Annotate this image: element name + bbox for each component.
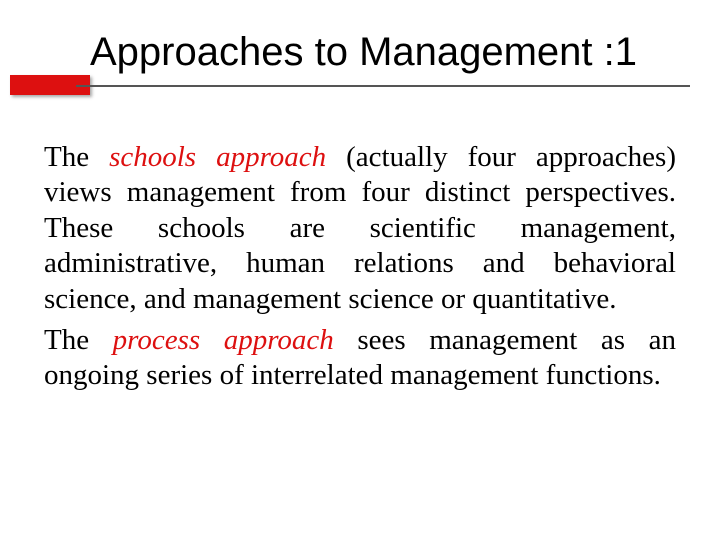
para2-prefix: The bbox=[44, 324, 113, 356]
para1-prefix: The bbox=[44, 141, 109, 173]
slide-title: Approaches to Management :1 bbox=[30, 30, 690, 75]
para2-keyword: process approach bbox=[113, 324, 334, 356]
slide: Approaches to Management :1 The schools … bbox=[0, 0, 720, 540]
paragraph-2: The process approach sees management as … bbox=[44, 323, 676, 394]
paragraph-1: The schools approach (actually four appr… bbox=[44, 140, 676, 317]
slide-body: The schools approach (actually four appr… bbox=[44, 140, 676, 400]
title-block: Approaches to Management :1 bbox=[30, 30, 690, 101]
title-accent-row bbox=[30, 83, 690, 101]
para1-keyword: schools approach bbox=[109, 141, 326, 173]
title-underline bbox=[76, 85, 690, 87]
